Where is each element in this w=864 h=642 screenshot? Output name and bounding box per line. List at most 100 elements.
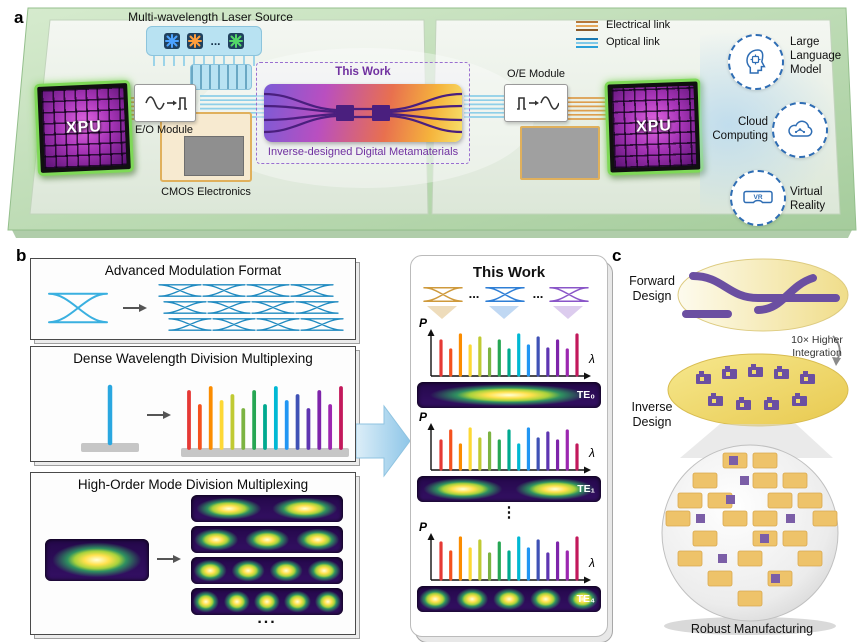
wafer-dies	[665, 452, 838, 607]
eye-diagram	[300, 318, 344, 331]
laser-star-blue-icon	[164, 33, 181, 49]
eye-diagram-array	[158, 284, 344, 331]
wafer-die	[752, 452, 778, 469]
vr-icon: VR	[730, 170, 786, 226]
vr-glyph: VR	[753, 194, 762, 201]
mode-lobe	[529, 588, 562, 610]
eye-diagram-icon	[48, 292, 108, 324]
wafer-die	[782, 472, 808, 489]
this-work-panel: This Work ... ... P λ TE₀	[410, 255, 608, 637]
funnel	[680, 424, 833, 458]
laser-source-label: Multi-wavelength Laser Source	[128, 10, 293, 24]
integration-arrow	[832, 335, 841, 366]
mdm-ellipsis: ...	[257, 610, 277, 627]
wafer-die-accent	[696, 514, 705, 523]
merge-arrow	[356, 404, 411, 478]
eo-module-label: E/O Module	[134, 124, 194, 136]
wafer-die	[797, 492, 823, 509]
arrow-icon	[157, 555, 181, 563]
optical-link-label: Optical link	[606, 35, 660, 48]
mode-lobe	[566, 588, 599, 610]
metamaterial-caption: Inverse-designed Digital Metamaterials	[267, 146, 459, 158]
mode-field-te3	[191, 557, 343, 584]
wdm-graphic	[81, 384, 349, 457]
panel-c-label: c	[612, 246, 622, 265]
mode-lobe	[307, 559, 341, 582]
mode-lobe	[193, 590, 220, 613]
frequency-comb	[439, 333, 579, 377]
vr-goggles-icon: VR	[743, 190, 773, 204]
mode-lobe	[419, 588, 452, 610]
mode-label-te4: TE₄	[576, 593, 595, 605]
mode-field-te4	[191, 588, 343, 615]
modulation-icon-purple	[549, 287, 589, 302]
spectrum-te0: P λ TE₀	[411, 316, 609, 414]
mode-lobe	[196, 497, 262, 520]
wafer-die	[752, 510, 778, 527]
wafer	[661, 444, 839, 622]
mode-field-te2	[191, 526, 343, 553]
wafer-die	[737, 590, 763, 607]
eye-diagram	[423, 287, 463, 302]
mode-label-te1: TE₁	[577, 483, 595, 495]
wafer-shadow	[664, 617, 836, 635]
power-axis-label: P	[419, 316, 428, 330]
wafer-die-accent	[726, 495, 735, 504]
design-comparison-graphic	[661, 258, 849, 635]
eo-conversion-icon	[145, 96, 187, 110]
oe-conversion-icon	[517, 96, 559, 110]
eye-diagram	[163, 301, 207, 314]
wafer-die	[767, 492, 793, 509]
wafer-die	[797, 550, 823, 567]
wafer-die-accent	[729, 456, 738, 465]
mode-lobe	[269, 559, 303, 582]
this-work-title-a: This Work	[335, 66, 391, 78]
eye-diagram	[256, 318, 300, 331]
panel-a-label: a	[14, 8, 24, 27]
wafer-die	[737, 550, 763, 567]
oe-module-box	[504, 84, 568, 122]
inverse-design-ellipse	[667, 353, 849, 427]
mdm-box: High-Order Mode Division Multiplexing ..…	[30, 472, 356, 635]
integration-label: 10× Higher Integration	[791, 334, 843, 359]
power-axis-label: P	[419, 520, 428, 534]
ai-head-icon	[746, 49, 766, 74]
mode-field-bar-te1: TE₁	[417, 476, 601, 502]
llm-icon	[728, 34, 784, 90]
spectrum-axes	[427, 533, 591, 584]
mode-lobe	[193, 559, 227, 582]
mode-lobe	[194, 528, 239, 551]
wafer-die	[665, 510, 691, 527]
optical-link-right	[464, 95, 506, 118]
link-legend: Electrical link Optical link	[574, 16, 714, 50]
inverse-design-devices	[696, 364, 815, 410]
spectrum-axes	[427, 423, 591, 474]
wafer-die-accent	[786, 514, 795, 523]
laser-base-right	[181, 448, 349, 457]
cloud-label: Cloud Computing	[712, 116, 768, 142]
metamaterial-device	[264, 84, 462, 142]
eye-diagram	[158, 284, 202, 297]
wdm-title: Dense Wavelength Division Multiplexing	[73, 351, 313, 366]
wafer-die	[782, 530, 808, 547]
wdm-spike-array	[187, 386, 343, 450]
wafer-die	[692, 472, 718, 489]
laser-source-box: ...	[146, 26, 262, 56]
xpu-left-label: XPU	[65, 118, 103, 137]
mode-lobe	[223, 590, 250, 613]
wafer-die	[722, 510, 748, 527]
fan-purple	[553, 306, 583, 319]
wdm-box: Dense Wavelength Division Multiplexing	[30, 346, 356, 462]
spectrum-te1: P λ TE₁	[411, 410, 609, 508]
cmos-label: CMOS Electronics	[161, 186, 251, 198]
mode-lobe	[515, 478, 595, 500]
spectra-vdots: ⋮	[501, 504, 517, 521]
fan-blue	[489, 306, 519, 319]
mode-field-te1	[191, 495, 343, 522]
eye-diagram	[251, 301, 295, 314]
mode-lobe	[231, 559, 265, 582]
power-axis-label: P	[419, 410, 428, 424]
mode-field-bar-te0: TE₀	[417, 382, 601, 408]
board-edge	[12, 230, 852, 238]
eye-diagram	[549, 287, 589, 302]
